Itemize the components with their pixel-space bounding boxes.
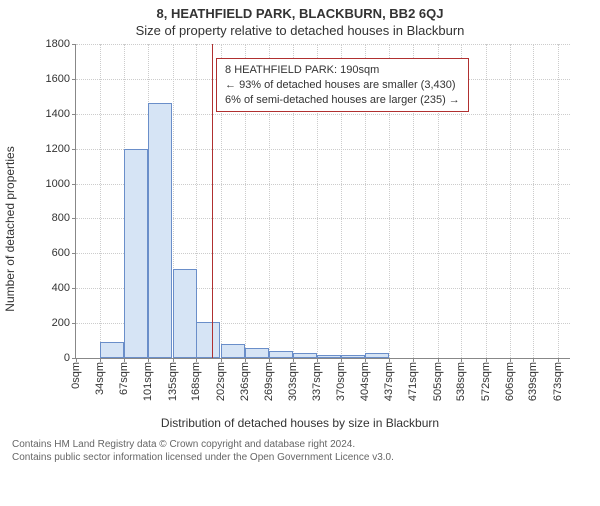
ytick-label: 200 [52,317,70,329]
ytick-label: 800 [52,212,70,224]
histogram-bar [269,351,293,358]
ytick-mark [72,323,76,324]
gridline-v [486,44,487,358]
histogram-bar [196,322,220,358]
ytick-label: 1800 [46,38,70,50]
histogram-bar [245,348,269,358]
xtick-label: 639sqm [527,362,539,401]
ytick-mark [72,288,76,289]
ytick-mark [72,79,76,80]
ytick-mark [72,114,76,115]
ytick-mark [72,149,76,150]
ytick-label: 600 [52,247,70,259]
xtick-label: 303sqm [287,362,299,401]
histogram-bar [341,355,365,358]
page-title: 8, HEATHFIELD PARK, BLACKBURN, BB2 6QJ [0,6,600,21]
xtick-label: 269sqm [263,362,275,401]
annotation-line: ← 93% of detached houses are smaller (3,… [225,78,460,93]
annotation-line: 6% of semi-detached houses are larger (2… [225,93,460,108]
footer-line-1: Contains HM Land Registry data © Crown c… [12,438,588,451]
xtick-label: 673sqm [552,362,564,401]
xtick-label: 337sqm [311,362,323,401]
ytick-label: 1200 [46,143,70,155]
histogram-bar [293,353,317,358]
reference-line [212,44,213,358]
xtick-label: 572sqm [480,362,492,401]
histogram-bar [148,103,172,358]
xtick-label: 101sqm [142,362,154,401]
histogram-bar [221,344,245,358]
annotation-box: 8 HEATHFIELD PARK: 190sqm← 93% of detach… [216,58,469,113]
gridline-v [533,44,534,358]
xtick-label: 370sqm [335,362,347,401]
gridline-v [510,44,511,358]
gridline-h [76,44,570,45]
ytick-label: 1400 [46,108,70,120]
ytick-mark [72,184,76,185]
xtick-label: 0sqm [70,362,82,389]
xtick-label: 505sqm [432,362,444,401]
page-subtitle: Size of property relative to detached ho… [0,23,600,38]
footer-line-2: Contains public sector information licen… [12,451,588,464]
ytick-mark [72,218,76,219]
histogram-bar [173,269,197,358]
ytick-label: 1000 [46,178,70,190]
plot-area: 0200400600800100012001400160018000sqm34s… [75,44,570,359]
xtick-label: 202sqm [215,362,227,401]
xtick-label: 135sqm [167,362,179,401]
histogram-bar [100,342,124,358]
xtick-label: 34sqm [94,362,106,395]
gridline-v [100,44,101,358]
xtick-label: 437sqm [383,362,395,401]
ytick-mark [72,253,76,254]
xtick-label: 606sqm [504,362,516,401]
xtick-label: 538sqm [455,362,467,401]
histogram-bar [365,353,389,358]
gridline-v [558,44,559,358]
annotation-line: 8 HEATHFIELD PARK: 190sqm [225,63,460,78]
ytick-label: 1600 [46,73,70,85]
xtick-label: 471sqm [407,362,419,401]
histogram-bar [317,355,341,358]
y-axis-label: Number of detached properties [3,146,17,311]
xtick-label: 67sqm [118,362,130,395]
xtick-label: 236sqm [239,362,251,401]
attribution-footer: Contains HM Land Registry data © Crown c… [12,438,588,464]
xtick-label: 404sqm [359,362,371,401]
x-axis-title: Distribution of detached houses by size … [0,416,600,430]
histogram-bar [124,149,148,358]
ytick-mark [72,44,76,45]
histogram-chart: Number of detached properties 0200400600… [20,44,580,414]
xtick-label: 168sqm [190,362,202,401]
ytick-label: 400 [52,282,70,294]
